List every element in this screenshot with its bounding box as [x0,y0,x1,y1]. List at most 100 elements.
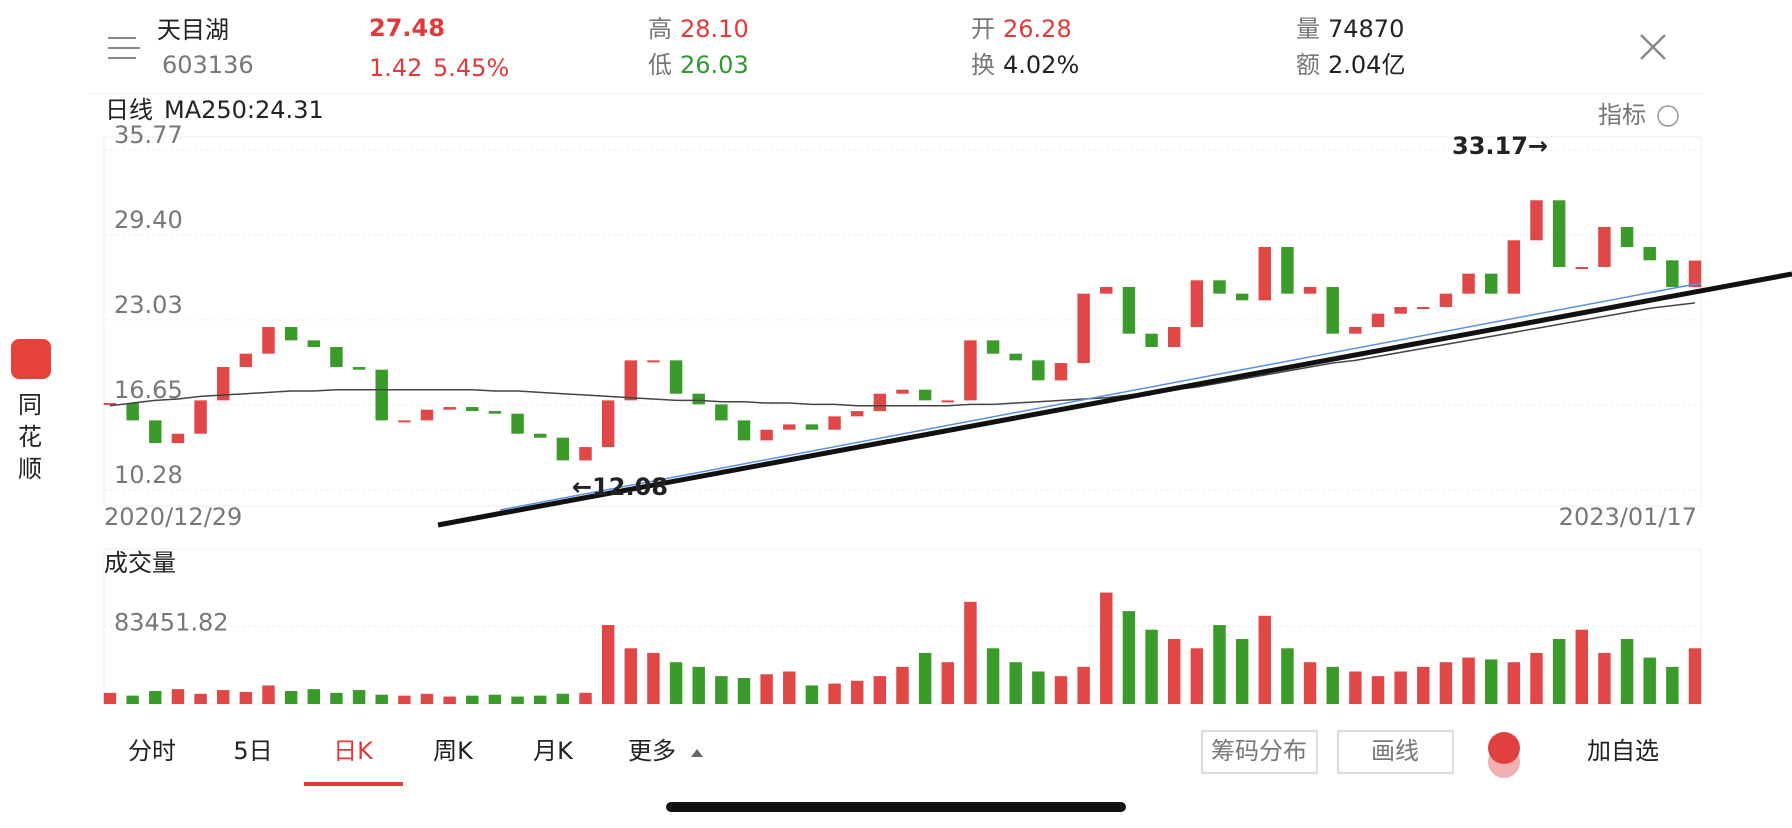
button-frame[interactable] [1337,730,1454,774]
candle [1190,280,1204,328]
label: 开 [971,15,995,43]
tab[interactable]: 更多 [628,737,676,765]
tab[interactable]: 周K [433,737,474,765]
candle [1326,286,1339,334]
candle [601,400,615,448]
tab[interactable]: 月K [533,737,574,765]
app-icon[interactable] [11,339,51,379]
candle [1507,240,1521,294]
volume-bar [398,695,411,704]
button[interactable]: 加自选 [1587,737,1659,765]
volume-bar [1462,657,1475,704]
candle [1077,293,1090,364]
candle [1349,327,1362,334]
candle [171,433,185,444]
volume-bar [511,696,524,704]
ma-line [109,302,1696,407]
candle [1032,360,1045,381]
button[interactable]: 筹码分布 [1211,737,1307,765]
volume-bar [443,696,456,704]
candle [828,416,841,430]
candle [1462,273,1475,294]
volume-bar [1349,671,1362,704]
volume-bar [556,693,570,704]
tab[interactable]: 5日 [233,737,272,765]
label: 低 [648,51,672,79]
volume-bar [1688,648,1702,704]
volume-bar [330,692,343,704]
tab[interactable]: 分时 [128,737,176,765]
header: 天目湖 603136 27.48 1.42 5.45% 高 28.10 低 26… [88,14,1704,95]
value: 26.03 [680,51,749,79]
candle [262,327,275,354]
y-tick-label: 23.03 [114,291,183,319]
float-dot[interactable] [1488,732,1520,764]
volume-bar [1145,629,1158,704]
volume-bar [1281,648,1294,704]
volume-bar [783,671,796,704]
button-frame[interactable] [1201,730,1318,774]
volume-bar [941,662,955,704]
close-button[interactable] [1640,34,1666,60]
sidebar-char: 顺 [18,455,42,483]
volume-bar [307,689,321,704]
stock-code: 603136 [162,51,254,79]
candle [307,340,321,348]
volume-bar [262,685,275,704]
volume-bar [964,601,977,704]
volume-bar [1484,659,1498,704]
candle [1394,306,1407,314]
volume-bar [284,690,298,704]
volume-bar [1643,657,1656,704]
candle [647,360,660,363]
candle [488,411,502,414]
candle [284,327,298,341]
indicator-button[interactable]: 指标 [1598,101,1646,129]
volume-title: 成交量 [104,549,176,577]
candle [420,409,434,421]
candle [918,389,932,401]
tab-underline [304,782,403,786]
candle [1054,363,1068,381]
candle [1258,246,1272,301]
candle [1552,200,1566,267]
candle [1484,273,1498,294]
candle [941,400,955,403]
menu-icon[interactable] [108,37,140,59]
volume-bar [601,625,615,704]
candle [850,411,864,417]
candle [1100,286,1113,294]
volume-bar [1326,666,1339,704]
value: 28.10 [680,15,749,43]
candle [398,420,411,423]
volume-bar [873,676,887,704]
candle [103,403,117,406]
candle [533,433,547,438]
candle [1145,333,1158,348]
volume-bar [488,694,502,704]
value: 26.28 [1003,15,1072,43]
label: 高 [648,15,672,43]
candle [896,389,909,394]
candle [1371,313,1385,328]
drawn-trendline [499,282,1702,511]
change: 1.42 [369,54,422,82]
volume-bar [850,680,864,704]
volume-bar [579,692,592,704]
tab-active[interactable]: 日K [333,737,374,765]
button[interactable]: 画线 [1371,737,1419,765]
candle [375,369,388,421]
candle [149,420,162,444]
candle [1530,200,1543,241]
volume-bar [1371,676,1385,704]
volume-bar [126,695,139,704]
candle [1598,226,1611,267]
candle [1303,286,1317,294]
volume-bar [737,677,751,704]
volume-bar [1054,676,1068,704]
candle [352,367,366,370]
candle [126,403,139,421]
home-indicator [666,802,1126,812]
sidebar-char: 花 [18,423,42,451]
